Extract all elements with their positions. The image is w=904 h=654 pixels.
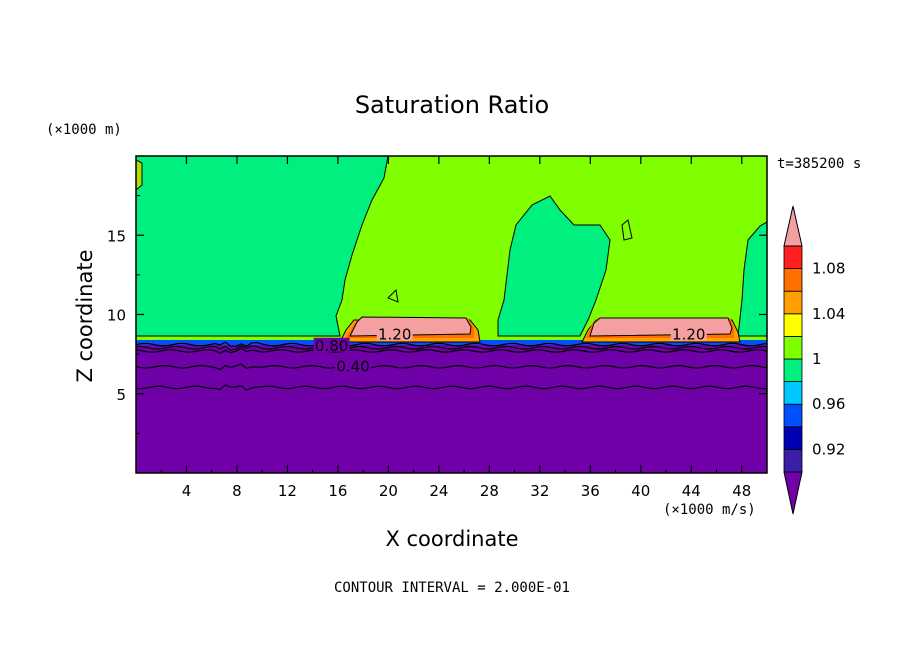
x-axis-label: X coordinate <box>385 527 518 551</box>
colorbar-segment <box>783 335 803 360</box>
contour-line <box>136 341 767 348</box>
contour-line <box>136 345 767 351</box>
contour-label-bg <box>313 337 350 352</box>
contour-label-bg <box>335 358 372 373</box>
x-tick-label: 8 <box>232 482 242 500</box>
contour-line <box>136 363 767 371</box>
x-axis-ticks: 4 8 12 16 20 24 28 32 36 40 44 48 <box>160 156 751 500</box>
saturated-region-left <box>136 156 389 337</box>
contour-label: 1.20 <box>672 326 705 344</box>
x-tick-label: 32 <box>530 482 549 500</box>
y-axis-ticks: 5 10 15 <box>107 195 767 434</box>
x-tick-label: 12 <box>278 482 297 500</box>
y-unit-label: (×1000 m) <box>46 122 122 138</box>
colorbar-segment <box>783 245 803 270</box>
time-label: t=385200 s <box>777 156 861 172</box>
colorbar-segment <box>783 403 803 428</box>
contour-interval-footer: CONTOUR INTERVAL = 2.000E-01 <box>334 580 570 596</box>
x-tick-label: 16 <box>328 482 347 500</box>
saturated-patch-small <box>136 159 143 191</box>
plot-area <box>136 156 767 473</box>
chart-title: Saturation Ratio <box>355 91 549 119</box>
colorbar-segment <box>783 313 803 337</box>
colorbar: 0.92 0.96 1 1.04 1.08 <box>783 205 845 515</box>
x-unit-label: (×1000 m/s) <box>663 502 756 518</box>
contour-labels: 1.20 1.20 0.80 0.40 <box>313 326 707 375</box>
saturated-patch-small <box>387 288 399 303</box>
y-tick-label: 15 <box>107 227 126 245</box>
colorbar-segment <box>783 358 803 383</box>
saturated-region-right <box>737 221 767 337</box>
contour-label: 0.80 <box>315 337 348 355</box>
colorbar-segment <box>783 448 803 473</box>
colorbar-under-triangle <box>783 471 803 515</box>
cloud-2 <box>581 317 741 343</box>
x-tick-label: 28 <box>480 482 499 500</box>
saturated-patch-small <box>621 219 633 241</box>
colorbar-tick-label: 0.92 <box>812 440 845 458</box>
contour-label: 0.40 <box>336 357 369 375</box>
colorbar-segment <box>783 290 803 315</box>
contour-lines <box>136 341 767 391</box>
contour-label-bg <box>376 326 413 341</box>
dry-lower-layer <box>136 345 767 473</box>
colorbar-segment <box>783 268 803 292</box>
colorbar-tick-label: 0.96 <box>812 395 845 413</box>
colorbar-tick-label: 1.08 <box>812 260 845 278</box>
colorbar-tick-label: 1 <box>812 350 822 368</box>
contour-line <box>136 347 767 354</box>
colorbar-segment <box>783 381 803 405</box>
x-tick-label: 20 <box>379 482 398 500</box>
x-tick-label: 48 <box>732 482 751 500</box>
colorbar-segment <box>783 426 803 450</box>
saturated-region-middle <box>497 195 611 337</box>
colorbar-over-triangle <box>783 205 803 247</box>
colorbar-tick-label: 1.04 <box>812 305 845 323</box>
contour-label-bg <box>670 326 707 341</box>
x-tick-label: 24 <box>429 482 448 500</box>
y-axis-label: Z coordinate <box>73 249 97 382</box>
x-tick-label: 4 <box>182 482 192 500</box>
contour-label: 1.20 <box>378 326 411 344</box>
contour-line <box>136 384 767 391</box>
y-tick-label: 5 <box>116 386 126 404</box>
y-tick-label: 10 <box>107 307 126 325</box>
x-tick-label: 40 <box>631 482 650 500</box>
x-tick-label: 44 <box>682 482 701 500</box>
x-tick-label: 36 <box>581 482 600 500</box>
